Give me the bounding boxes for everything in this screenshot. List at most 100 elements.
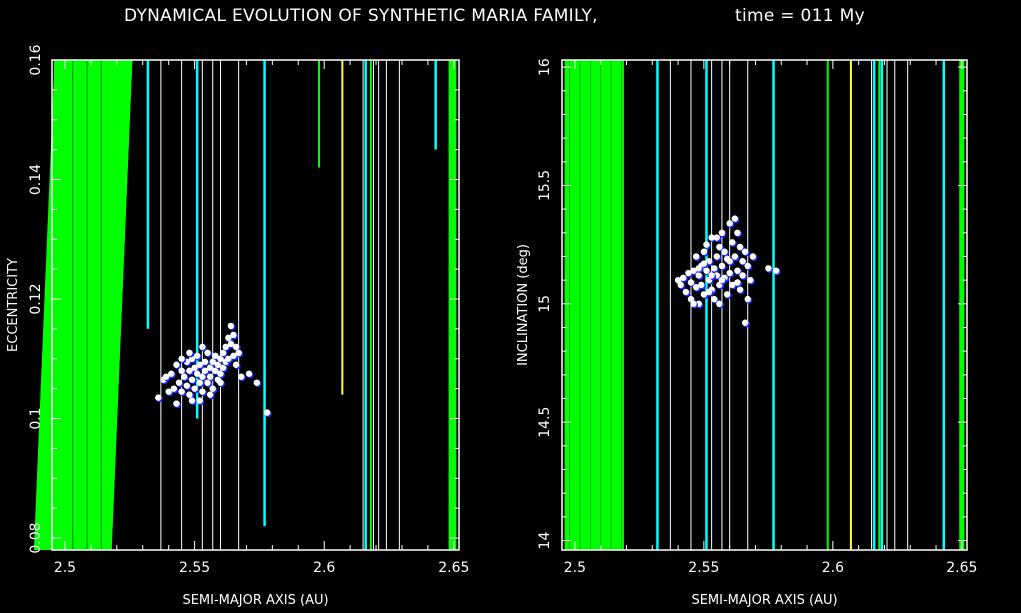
particle-point — [217, 355, 224, 362]
particle-point — [186, 391, 193, 398]
particle-point — [718, 276, 726, 284]
particle-point — [263, 409, 271, 416]
particle-point — [703, 241, 710, 248]
particle-point — [217, 379, 224, 386]
particle-point — [214, 361, 222, 368]
particle-point — [209, 358, 216, 365]
particle-point — [227, 340, 235, 348]
particle-point — [703, 267, 710, 274]
particle-point — [687, 279, 695, 286]
x-tick-label: 2.55 — [179, 560, 210, 576]
particle-point — [731, 253, 739, 260]
particle-point — [245, 370, 253, 377]
particle-point — [726, 220, 733, 227]
particle-point — [700, 260, 708, 267]
particle-point — [230, 352, 237, 359]
x-axis-label: SEMI-MAJOR AXIS (AU) — [182, 593, 328, 608]
particle-point — [175, 379, 183, 386]
particle-point — [178, 388, 185, 395]
particle-point — [713, 234, 720, 241]
x-tick-label: 2.5 — [564, 560, 586, 576]
particle-point — [716, 300, 723, 308]
particle-point — [206, 391, 214, 398]
y-tick-label: 0.14 — [28, 164, 44, 195]
particle-point — [734, 229, 741, 237]
particle-point — [217, 370, 224, 377]
y-tick-label: 16 — [537, 58, 553, 76]
particle-point — [199, 373, 206, 380]
particle-point — [716, 243, 723, 251]
y-axis-label: INCLINATION (deg) — [516, 244, 531, 366]
particle-point — [718, 262, 726, 270]
particle-point — [736, 243, 744, 251]
particle-point — [726, 269, 733, 277]
particle-point — [196, 361, 203, 368]
y-tick-label: 0.08 — [28, 522, 44, 553]
particle-point — [700, 248, 708, 255]
particle-point — [705, 288, 713, 296]
particle-point — [196, 397, 203, 404]
particle-point — [695, 265, 702, 272]
particle-point — [729, 239, 736, 246]
particle-point — [710, 295, 718, 303]
particle-point — [188, 376, 196, 383]
particle-point — [692, 284, 700, 291]
particle-point — [739, 258, 746, 265]
y-tick-label: 15 — [537, 295, 553, 313]
particle-point — [212, 367, 219, 374]
particle-point — [700, 291, 708, 298]
particle-point — [225, 334, 232, 342]
particle-point — [186, 349, 193, 357]
y-tick-label: 0.1 — [28, 407, 44, 429]
particle-point — [162, 373, 170, 380]
particle-point — [219, 364, 227, 371]
particle-point — [729, 281, 736, 289]
particle-point — [718, 229, 726, 237]
particle-point — [191, 385, 198, 392]
particle-point — [173, 400, 180, 407]
particle-point — [188, 397, 196, 404]
particle-point — [206, 373, 214, 380]
particle-point — [201, 358, 209, 365]
particle-point — [731, 215, 739, 222]
particle-point — [713, 253, 720, 260]
particle-point — [186, 367, 193, 374]
particle-point — [747, 276, 754, 284]
x-tick-label: 2.6 — [313, 560, 335, 576]
particle-point — [721, 248, 728, 255]
particle-point — [677, 281, 684, 289]
plot-frame — [51, 59, 460, 551]
particle-point — [744, 295, 751, 303]
particle-point — [685, 269, 692, 277]
y-axis-label: ECCENTRICITY — [6, 258, 21, 352]
particle-point — [232, 361, 240, 368]
particle-point — [212, 352, 219, 359]
particle-point — [682, 288, 690, 296]
particle-point — [191, 364, 198, 371]
particle-point — [219, 349, 227, 357]
particle-point — [690, 267, 697, 274]
particle-point — [734, 279, 741, 286]
x-tick-label: 2.5 — [54, 560, 76, 576]
particle-point — [178, 367, 185, 374]
particle-point — [199, 343, 206, 351]
particle-point — [222, 343, 229, 351]
particle-point — [739, 272, 746, 279]
particle-point — [227, 322, 235, 330]
y-tick-label: 15.5 — [537, 170, 553, 201]
y-tick-label: 14 — [537, 532, 553, 550]
particle-point — [736, 286, 744, 293]
y-tick-label: 14.5 — [537, 407, 553, 438]
particle-point — [765, 265, 772, 272]
particle-point — [744, 262, 751, 270]
particle-point — [238, 373, 245, 380]
particle-point — [690, 300, 697, 308]
particle-point — [209, 385, 216, 392]
time-label: time = 011 My — [735, 6, 865, 26]
particle-point — [183, 382, 191, 389]
x-tick-label: 2.65 — [946, 560, 977, 576]
particle-point — [206, 364, 214, 371]
particle-point — [155, 394, 162, 401]
particle-point — [680, 274, 687, 281]
